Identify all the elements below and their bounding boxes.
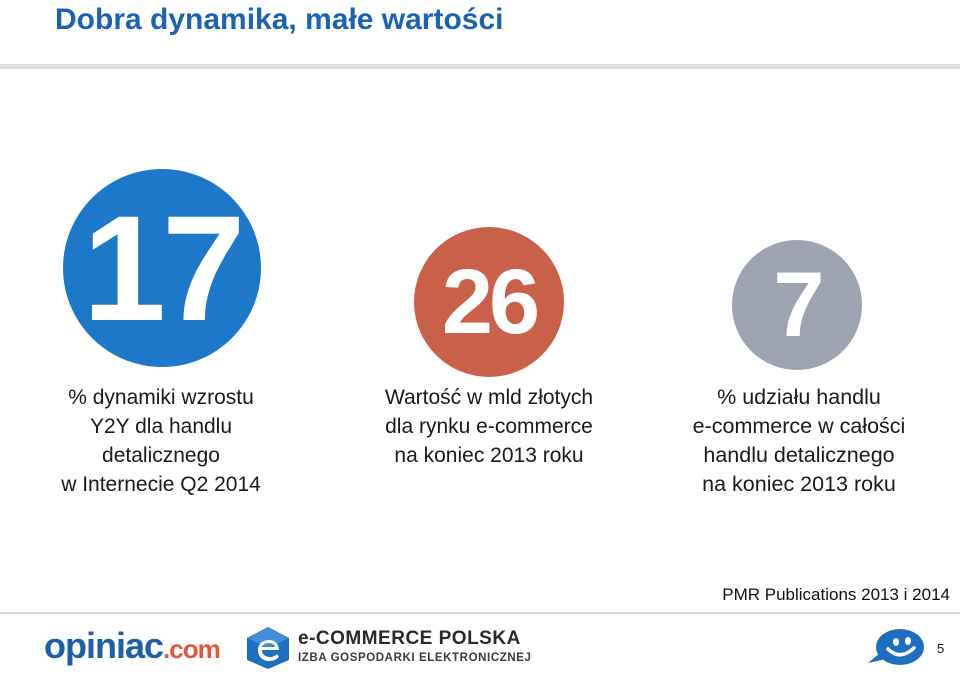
- page-number: 5: [937, 641, 945, 656]
- caption-line: w Internecie Q2 2014: [61, 473, 261, 496]
- opiniac-logo: opiniac .com: [44, 625, 221, 666]
- source-note: PMR Publications 2013 i 2014: [722, 585, 950, 604]
- ecommerce-polska-logo-icon: [247, 627, 289, 669]
- caption-line: detalicznego: [102, 444, 220, 467]
- caption-line: Wartość w mld złotych: [384, 386, 594, 409]
- slide-title: Dobra dynamika, małe wartości: [55, 3, 504, 36]
- stat-caption-growth: % dynamiki wzrostu Y2Y dla handlu detali…: [36, 383, 286, 499]
- ecommerce-subtitle: IZBA GOSPODARKI ELEKTRONICZNEJ: [298, 652, 532, 664]
- ecommerce-polska-text: e-COMMERCE POLSKA IZBA GOSPODARKI ELEKTR…: [298, 628, 532, 666]
- stat-caption-value: Wartość w mld złotych dla rynku e-commer…: [362, 383, 616, 470]
- caption-line: dla rynku e-commerce: [385, 415, 593, 438]
- caption-line: % dynamiki wzrostu: [68, 386, 254, 409]
- title-divider: [0, 64, 960, 69]
- opiniac-logo-main: opiniac: [44, 625, 164, 666]
- caption-line: handlu detalicznego: [703, 443, 895, 467]
- stat-circle-share: 7: [732, 240, 862, 370]
- opiniac-logo-com: .com: [163, 634, 221, 664]
- caption-line: na koniec 2013 roku: [394, 444, 584, 467]
- stat-circle-growth: 17: [63, 169, 261, 367]
- caption-line: Y2Y dla handlu: [89, 415, 233, 438]
- stat-caption-share: % udziału handlu e-commerce w całości ha…: [660, 383, 938, 499]
- footer-divider: [0, 612, 960, 614]
- caption-line: na koniec 2013 roku: [702, 472, 896, 496]
- caption-line: % udziału handlu: [717, 385, 881, 409]
- caption-line: e-commerce w całości: [692, 414, 906, 438]
- stat-circle-value: 26: [414, 227, 564, 377]
- ecommerce-title: e-COMMERCE POLSKA: [298, 628, 521, 649]
- smiley-speech-bubble-icon: [868, 629, 924, 665]
